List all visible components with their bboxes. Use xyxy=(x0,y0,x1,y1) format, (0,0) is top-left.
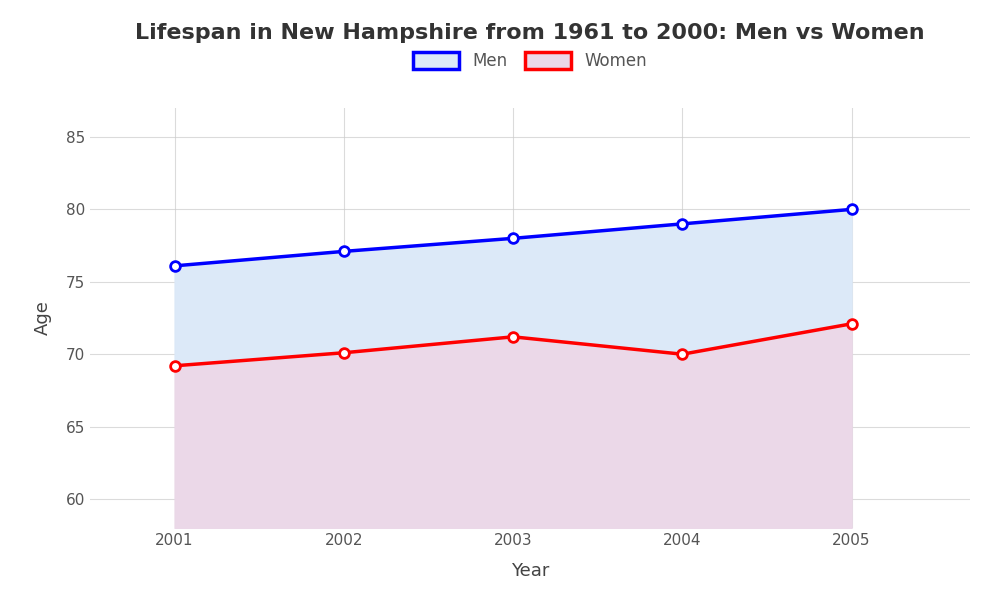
Y-axis label: Age: Age xyxy=(34,301,52,335)
Title: Lifespan in New Hampshire from 1961 to 2000: Men vs Women: Lifespan in New Hampshire from 1961 to 2… xyxy=(135,23,925,43)
X-axis label: Year: Year xyxy=(511,562,549,580)
Legend: Men, Women: Men, Women xyxy=(406,45,654,76)
